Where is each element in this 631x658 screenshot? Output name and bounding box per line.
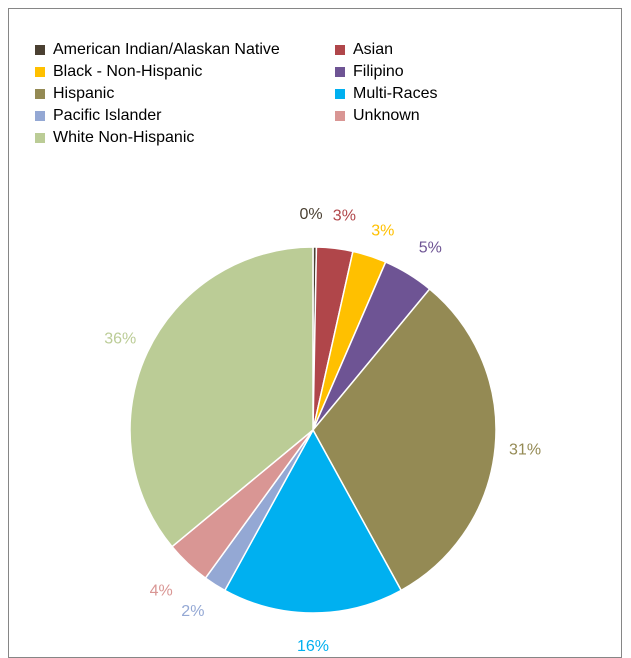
legend-swatch: [335, 111, 345, 121]
data-label: 36%: [104, 331, 136, 348]
legend-swatch: [35, 45, 45, 55]
legend-item: Multi-Races: [335, 83, 437, 105]
legend-label: Hispanic: [53, 85, 115, 102]
pie-slice: [312, 287, 497, 592]
legend-swatch: [35, 89, 45, 99]
legend-label: Asian: [353, 41, 394, 58]
legend-item: American Indian/Alaskan Native: [35, 39, 280, 61]
legend-item: Filipino: [335, 61, 404, 83]
legend-label: Black - Non-Hispanic: [53, 63, 203, 80]
data-label: 2%: [181, 603, 204, 620]
data-label: 3%: [371, 223, 394, 240]
legend-item: White Non-Hispanic: [35, 127, 194, 149]
legend-swatch: [35, 67, 45, 77]
legend-label: Pacific Islander: [53, 107, 162, 124]
data-label: 0%: [299, 206, 322, 223]
legend-swatch: [335, 67, 345, 77]
legend-swatch: [335, 45, 345, 55]
pie-slice: [129, 246, 314, 548]
legend-item: Black - Non-Hispanic: [35, 61, 202, 83]
legend-item: Unknown: [335, 105, 420, 127]
data-label: 3%: [333, 208, 356, 225]
legend-label: Filipino: [353, 63, 404, 80]
legend-item: Asian: [335, 39, 393, 61]
pie-slice: [223, 428, 403, 614]
legend-item: Hispanic: [35, 83, 114, 105]
legend-label: White Non-Hispanic: [53, 129, 195, 146]
legend-item: Pacific Islander: [35, 105, 162, 127]
data-label: 16%: [297, 638, 329, 651]
legend-swatch: [335, 89, 345, 99]
legend-label: American Indian/Alaskan Native: [53, 41, 280, 58]
data-label: 5%: [419, 240, 442, 257]
data-label: 31%: [509, 441, 541, 458]
legend-swatch: [35, 133, 45, 143]
data-label: 4%: [150, 582, 173, 599]
legend-swatch: [35, 111, 45, 121]
legend-label: Unknown: [353, 107, 420, 124]
legend-label: Multi-Races: [353, 85, 438, 102]
